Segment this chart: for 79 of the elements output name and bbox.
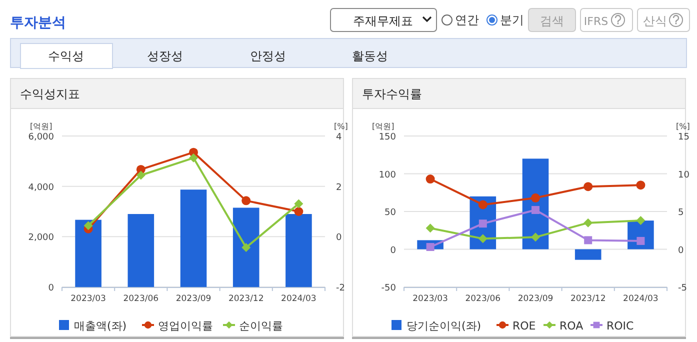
y2-axis-title: [%] xyxy=(334,122,348,131)
legend-label: ROE xyxy=(512,320,536,332)
text: 안정성 xyxy=(250,49,286,63)
x-tick-label: 2023/09 xyxy=(176,294,212,304)
x-tick-label: 2023/03 xyxy=(70,294,106,304)
y2-tick-label: 2 xyxy=(336,182,342,193)
text: 분기 xyxy=(500,13,524,27)
y-tick-label: 4,000 xyxy=(28,182,54,193)
bar xyxy=(286,214,312,287)
point xyxy=(478,220,487,228)
text: 투자분석 xyxy=(10,15,66,31)
y2-tick-label: -5 xyxy=(678,284,687,294)
point xyxy=(584,182,593,192)
point xyxy=(136,170,146,180)
legend-label: ROA xyxy=(560,320,584,332)
text: 주재무제표 xyxy=(353,14,413,28)
chart-title: 수익성지표 xyxy=(20,87,80,101)
y-tick-label: 150 xyxy=(378,132,396,142)
y2-tick-label: -2 xyxy=(336,284,345,294)
y2-tick-label: 15 xyxy=(678,132,690,142)
text: 수익성 xyxy=(48,49,84,63)
y2-tick-label: 10 xyxy=(678,170,690,180)
text: IFRS xyxy=(584,15,608,28)
y2-tick-label: 0 xyxy=(336,233,342,244)
point xyxy=(531,232,540,242)
legend-label: 매출액(좌) xyxy=(74,320,127,332)
bar xyxy=(180,190,207,287)
x-tick-label: 2023/12 xyxy=(570,294,606,304)
point xyxy=(84,221,93,230)
point xyxy=(426,224,435,233)
point xyxy=(584,236,592,244)
x-tick-label: 2023/06 xyxy=(465,294,501,304)
bar xyxy=(574,249,602,260)
y-tick-label: 100 xyxy=(378,170,396,180)
text: 연간 xyxy=(455,13,479,27)
x-tick-label: 2023/03 xyxy=(412,294,448,304)
x-tick-label: 2024/03 xyxy=(623,294,658,304)
text: 성장성 xyxy=(147,49,183,63)
y-tick-label: 0 xyxy=(390,246,396,256)
text: 검색 xyxy=(540,14,564,28)
chart-title: 투자수익률 xyxy=(362,87,422,101)
legend-label: 영업이익률 xyxy=(158,320,213,332)
point xyxy=(636,180,646,190)
legend-label: ROIC xyxy=(606,320,634,332)
point xyxy=(189,153,198,162)
point xyxy=(636,216,646,226)
point xyxy=(532,206,540,214)
point xyxy=(584,218,593,228)
point xyxy=(294,207,304,216)
point xyxy=(242,196,251,206)
x-tick-label: 2023/12 xyxy=(228,294,264,304)
text: 활동성 xyxy=(352,49,388,63)
x-tick-label: 2023/06 xyxy=(123,294,159,304)
y-tick-label: -50 xyxy=(381,284,396,294)
y-axis-title: [억원] xyxy=(372,122,394,131)
point xyxy=(636,236,645,245)
point xyxy=(294,199,304,208)
bar xyxy=(75,220,102,287)
legend-label: 순이익률 xyxy=(239,320,283,332)
y-tick-label: 2,000 xyxy=(28,233,54,244)
x-tick-label: 2024/03 xyxy=(281,294,316,304)
y2-tick-label: 5 xyxy=(678,208,684,218)
text: 산식 xyxy=(643,14,667,28)
y2-axis-title: [%] xyxy=(676,122,690,131)
y-axis-title: [억원] xyxy=(30,122,52,131)
point xyxy=(531,193,540,202)
y-tick-label: 6,000 xyxy=(28,132,54,142)
point xyxy=(242,242,251,252)
bar xyxy=(232,208,260,287)
y2-tick-label: 0 xyxy=(678,246,684,256)
legend-label: 당기순이익(좌) xyxy=(406,320,482,332)
x-tick-label: 2023/09 xyxy=(518,294,554,304)
y-tick-label: 0 xyxy=(48,284,54,294)
point xyxy=(426,174,435,184)
y2-tick-label: 4 xyxy=(336,132,342,142)
bar xyxy=(128,214,154,287)
point xyxy=(478,234,488,244)
y-tick-label: 50 xyxy=(384,208,396,218)
point xyxy=(478,200,488,210)
